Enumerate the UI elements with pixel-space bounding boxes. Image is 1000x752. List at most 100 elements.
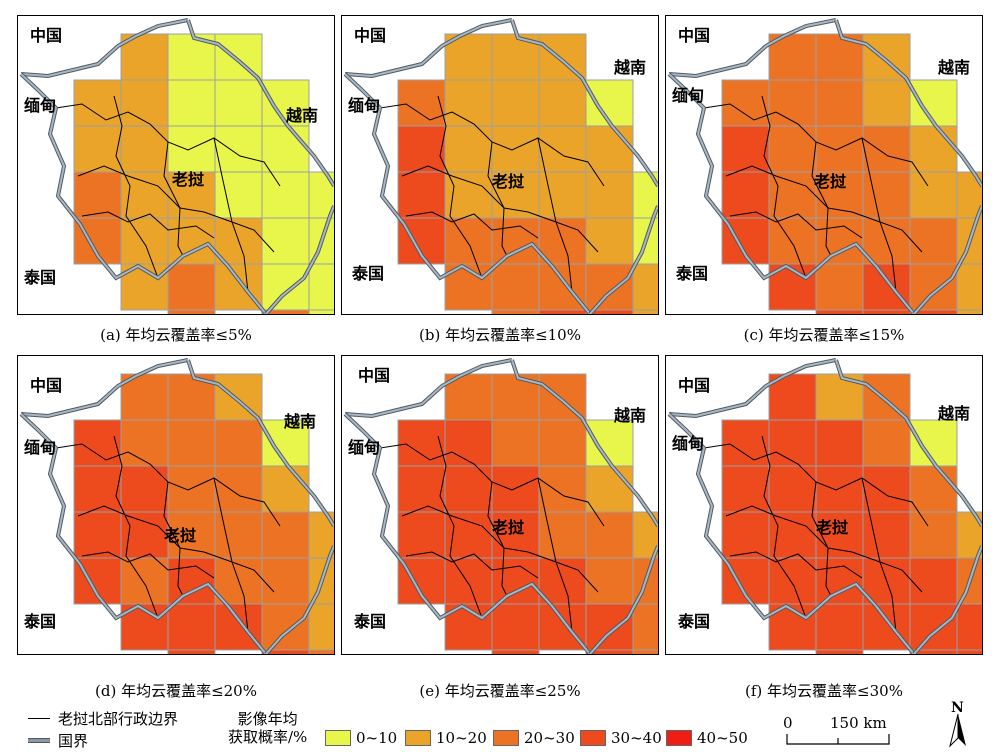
grid-cell (815, 125, 864, 173)
grid-cell (956, 263, 982, 311)
national-border-line (835, 19, 982, 187)
grid-cell (444, 125, 493, 173)
grid-cell (308, 649, 334, 654)
grid-cell (721, 419, 770, 467)
label-vietnam: 越南 (614, 406, 647, 425)
national-border-line (344, 413, 591, 654)
admin-boundary-line (113, 95, 159, 279)
admin-boundary-line (437, 95, 483, 279)
grid-cell (214, 79, 263, 127)
grid-cell (538, 171, 587, 219)
admin-boundary-line (537, 477, 573, 633)
grid-cell (397, 171, 446, 219)
national-border-line (668, 413, 915, 654)
grid-cell (768, 557, 817, 605)
national-border-line (187, 359, 334, 527)
grid-cell (909, 263, 958, 311)
grid-cell (491, 125, 540, 173)
grid-cell (909, 171, 958, 219)
grid-cell (261, 217, 310, 265)
legend-national-border: 国界 (28, 730, 88, 751)
grid-cell (815, 557, 864, 605)
grid-cell (491, 309, 540, 314)
grid-cell (721, 125, 770, 173)
grid-cell (815, 419, 864, 467)
label-myanmar: 缅甸 (24, 96, 57, 115)
caption-a: (a) 年均云覆盖率≤5% (100, 326, 252, 344)
national-border-line (589, 545, 658, 654)
grid-cell (120, 465, 169, 513)
grid-cell (167, 217, 216, 265)
grid-cell (491, 465, 540, 513)
label-laos-city: 老挝 (814, 172, 847, 191)
label-vietnam: 越南 (938, 404, 971, 423)
label-myanmar: 缅甸 (348, 438, 381, 457)
grid-cell (768, 171, 817, 219)
grid-cell (815, 79, 864, 127)
map-panel-e: 中国 缅甸 越南 老挝 泰国 (341, 355, 659, 655)
map-panel-b: 中国 缅甸 越南 老挝 泰国 (341, 15, 659, 315)
national-border-line (265, 205, 334, 314)
grid-cell (261, 79, 310, 127)
map-d-svg (19, 358, 334, 654)
grid-cell (585, 465, 634, 513)
grid-cell (862, 465, 911, 513)
national-border-line (835, 359, 982, 527)
grid-cell (909, 79, 958, 127)
map-panel-f: 中国 缅甸 越南 老挝 泰国 (665, 355, 983, 655)
grid-cell (397, 511, 446, 559)
national-border-line (589, 205, 658, 314)
grid-cell (538, 125, 587, 173)
label-vietnam: 越南 (286, 106, 319, 125)
label-myanmar: 缅甸 (24, 438, 57, 457)
grid-cell (585, 171, 634, 219)
grid-cell (397, 125, 446, 173)
label-laos-city: 老挝 (172, 170, 205, 189)
map-c-svg (667, 18, 982, 314)
legend-swatch-0 (325, 730, 351, 746)
grid-cell (167, 309, 216, 314)
legend-label-3: 30~40 (611, 729, 662, 747)
admin-boundary-line (761, 95, 807, 279)
grid-cell (815, 263, 864, 311)
map-f-svg (667, 358, 982, 654)
legend-class-title: 影像年均 获取概率/% (228, 710, 307, 746)
legend-title-line2: 获取概率/% (228, 728, 308, 746)
grid-cell (721, 79, 770, 127)
grid-cell (444, 419, 493, 467)
admin-boundary-line (729, 551, 863, 579)
national-border-line (511, 359, 658, 527)
label-vietnam: 越南 (614, 58, 647, 77)
grid-cell (73, 171, 122, 219)
grid-cell (909, 125, 958, 173)
grid-cell (261, 557, 310, 605)
grid-cell (768, 79, 817, 127)
grid-cell (73, 125, 122, 173)
admin-boundary-line (81, 551, 215, 579)
grid-cell (444, 79, 493, 127)
grid-cell (120, 125, 169, 173)
grid-cell (538, 419, 587, 467)
grid-cell (167, 649, 216, 654)
grid-cell (815, 309, 864, 314)
grid-cell (261, 263, 310, 311)
admin-boundary-line (405, 211, 539, 239)
label-china: 中国 (678, 376, 711, 395)
grid-cell (538, 511, 587, 559)
grid-cell (444, 171, 493, 219)
label-vietnam: 越南 (284, 412, 317, 431)
label-laos-city: 老挝 (164, 526, 197, 545)
national-border-line (511, 19, 658, 187)
grid-cell (491, 649, 540, 654)
label-thailand: 泰国 (676, 264, 709, 283)
grid-cell (585, 419, 634, 467)
scale-bar (786, 734, 890, 745)
map-e-svg (343, 358, 658, 654)
grid-cell (815, 649, 864, 654)
grid-cell (721, 465, 770, 513)
grid-cell (73, 419, 122, 467)
grid-cell (538, 79, 587, 127)
national-border-line (668, 73, 915, 314)
map-panel-d: 中国 缅甸 越南 老挝 泰国 (17, 355, 335, 655)
grid-cell (862, 79, 911, 127)
